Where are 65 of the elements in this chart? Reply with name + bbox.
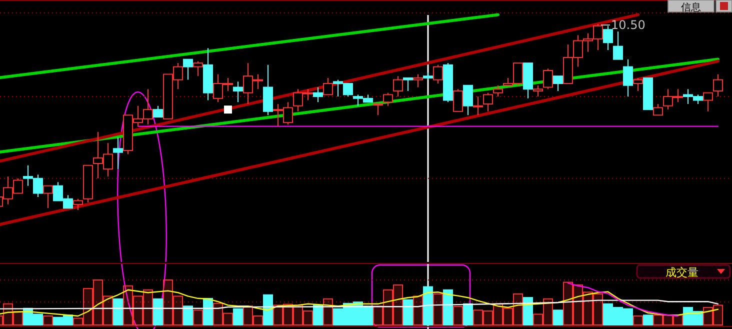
bar: [463, 303, 473, 326]
bar: [93, 280, 103, 326]
bar: [253, 316, 263, 326]
bar: [373, 306, 383, 326]
candlestick: [473, 96, 483, 116]
bar: [323, 298, 333, 326]
bar: [663, 314, 673, 326]
bar: [413, 296, 423, 326]
bar: [173, 296, 183, 326]
bar: [263, 294, 273, 326]
bar: [573, 284, 583, 326]
bar: [633, 316, 643, 326]
bar: [553, 310, 563, 326]
bar: [503, 308, 513, 326]
bar: [403, 299, 413, 326]
candlestick: [623, 58, 633, 98]
bar: [713, 304, 723, 326]
bar: [643, 314, 653, 326]
bar: [203, 298, 213, 326]
bar: [193, 310, 203, 326]
bar: [393, 284, 403, 326]
bar: [233, 308, 243, 326]
bar: [493, 303, 503, 326]
bar: [543, 298, 553, 326]
bar: [303, 310, 313, 326]
bar: [213, 302, 223, 326]
candlestick: [113, 136, 123, 170]
bar: [593, 293, 603, 326]
bar: [223, 312, 233, 326]
bar: [703, 306, 713, 326]
bar: [443, 289, 453, 326]
bar: [143, 289, 153, 326]
bar: [453, 306, 463, 326]
bar: [313, 304, 323, 326]
bar: [73, 318, 83, 326]
bar: [653, 314, 663, 326]
candlestick: [713, 74, 723, 98]
bar: [563, 282, 573, 326]
bar: [473, 310, 483, 326]
bar: [183, 306, 193, 326]
bar: [163, 280, 173, 326]
bar: [273, 304, 283, 326]
bar: [583, 292, 593, 326]
bar: [483, 310, 493, 326]
candlestick: [203, 48, 213, 101]
bar: [533, 314, 543, 326]
bar: [123, 285, 133, 326]
bar: [133, 296, 143, 326]
bar: [13, 311, 23, 326]
annotation: 10.50: [611, 18, 646, 32]
text: 成交量: [666, 266, 698, 279]
bar: [513, 293, 523, 326]
candlestick: [233, 81, 243, 103]
bar: [113, 298, 123, 326]
bar: [423, 286, 433, 326]
candlestick: [313, 86, 323, 103]
candlestick: [393, 76, 403, 98]
bar: [243, 306, 253, 326]
bar: [153, 298, 163, 326]
bar: [433, 293, 443, 326]
bar: [83, 288, 93, 326]
bar: [103, 296, 113, 326]
text: 信息: [681, 2, 701, 14]
bar: [383, 289, 393, 326]
bar: [43, 316, 53, 326]
